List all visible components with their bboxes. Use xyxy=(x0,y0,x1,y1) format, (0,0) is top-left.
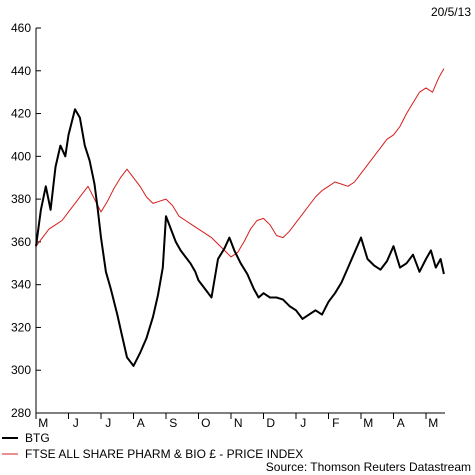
x-tick-label: J xyxy=(105,416,111,430)
y-tick-label: 360 xyxy=(11,235,31,249)
y-tick-label: 400 xyxy=(11,149,31,163)
x-tick-label: M xyxy=(428,416,438,430)
y-tick-label: 420 xyxy=(11,107,31,121)
x-tick-label: J xyxy=(73,416,79,430)
legend: BTG FTSE ALL SHARE PHARM & BIO £ - PRICE… xyxy=(2,431,303,461)
y-tick-label: 440 xyxy=(11,64,31,78)
x-tick-label: J xyxy=(300,416,306,430)
x-tick-label: A xyxy=(137,416,145,430)
series-line-btg xyxy=(35,108,445,367)
legend-label-ftse: FTSE ALL SHARE PHARM & BIO £ - PRICE IND… xyxy=(25,447,303,461)
y-tick-label: 460 xyxy=(11,21,31,35)
x-tick-label: D xyxy=(266,416,275,430)
series-line-ftse-pharm-bio xyxy=(35,68,445,258)
x-tick-label: O xyxy=(201,416,210,430)
y-tick-label: 380 xyxy=(11,192,31,206)
x-tick-label: N xyxy=(234,416,243,430)
y-axis: 280 300 320 340 360 380 400 420 440 460 xyxy=(11,21,41,420)
chart-date: 20/5/13 xyxy=(431,5,471,19)
series-layer xyxy=(35,68,445,367)
x-tick-label: M xyxy=(363,416,373,430)
legend-label-btg: BTG xyxy=(25,431,50,445)
source-note: Source: Thomson Reuters Datastream xyxy=(266,460,471,474)
y-tick-label: 340 xyxy=(11,278,31,292)
y-tick-label: 320 xyxy=(11,320,31,334)
plot-area: 280 300 320 340 360 380 400 420 440 460 M J J A S O N D J… xyxy=(11,21,445,430)
y-tick-label: 280 xyxy=(11,406,31,420)
x-tick-label: S xyxy=(169,416,177,430)
y-tick-label: 300 xyxy=(11,363,31,377)
x-tick-label: F xyxy=(332,416,339,430)
x-tick-label: A xyxy=(397,416,405,430)
x-tick-label: M xyxy=(38,416,48,430)
